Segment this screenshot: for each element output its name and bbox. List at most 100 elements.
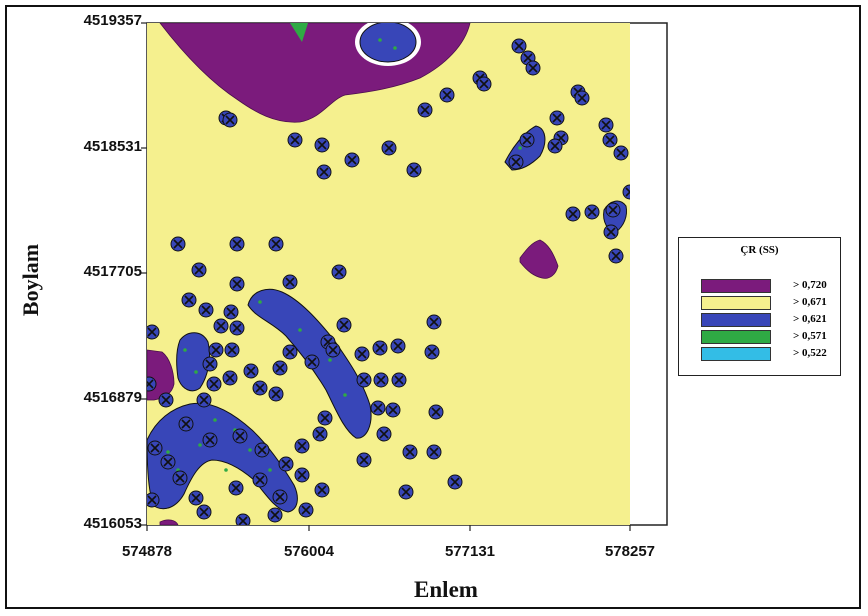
legend-swatch bbox=[701, 279, 771, 293]
sample-point-marker bbox=[222, 370, 238, 386]
sample-point-marker bbox=[229, 320, 245, 336]
sample-point-marker bbox=[372, 340, 388, 356]
sample-point-marker bbox=[356, 452, 372, 468]
speckle bbox=[213, 418, 217, 422]
sample-point-marker bbox=[282, 344, 298, 360]
sample-point-marker bbox=[267, 507, 283, 523]
sample-point-marker bbox=[356, 372, 372, 388]
speckle bbox=[183, 348, 187, 352]
sample-point-marker bbox=[188, 490, 204, 506]
legend-label: > 0,522 bbox=[793, 347, 827, 359]
legend-swatch bbox=[701, 296, 771, 310]
sample-point-marker bbox=[298, 502, 314, 518]
y-tick-label: 4516879 bbox=[83, 389, 142, 406]
sample-point-marker bbox=[390, 338, 406, 354]
sample-point-marker bbox=[198, 302, 214, 318]
sample-point-marker bbox=[229, 236, 245, 252]
sample-point-marker bbox=[373, 372, 389, 388]
sample-point-marker bbox=[147, 492, 160, 508]
x-tick-label: 576004 bbox=[283, 543, 335, 560]
sample-point-marker bbox=[147, 440, 163, 456]
speckle bbox=[224, 468, 228, 472]
speckle bbox=[298, 328, 302, 332]
sample-point-marker bbox=[172, 470, 188, 486]
x-tick-label: 574878 bbox=[121, 543, 173, 560]
sample-point-marker bbox=[603, 224, 619, 240]
speckle bbox=[194, 370, 198, 374]
sample-point-marker bbox=[336, 317, 352, 333]
speckle bbox=[268, 468, 272, 472]
axis-ticks bbox=[141, 22, 631, 531]
sample-point-marker bbox=[525, 60, 541, 76]
sample-point-marker bbox=[439, 87, 455, 103]
sample-point-marker bbox=[196, 504, 212, 520]
class-region-0720-south bbox=[159, 519, 179, 525]
sample-point-marker bbox=[331, 264, 347, 280]
sample-point-marker bbox=[228, 480, 244, 496]
sample-point-marker bbox=[426, 444, 442, 460]
sample-point-marker bbox=[235, 513, 251, 525]
sample-point-marker bbox=[511, 38, 527, 54]
y-tick-label: 4517705 bbox=[83, 263, 142, 280]
sample-point-marker bbox=[224, 342, 240, 358]
sample-point-marker bbox=[447, 474, 463, 490]
speckle bbox=[343, 393, 347, 397]
legend-label: > 0,720 bbox=[793, 279, 827, 291]
legend-swatch bbox=[701, 313, 771, 327]
sample-point-marker bbox=[202, 356, 218, 372]
sample-point-marker bbox=[160, 454, 176, 470]
speckle bbox=[166, 450, 170, 454]
x-axis-label: Enlem bbox=[414, 577, 478, 602]
speckle bbox=[518, 146, 522, 150]
sample-point-marker bbox=[272, 360, 288, 376]
sample-point-marker bbox=[376, 426, 392, 442]
legend-label: > 0,571 bbox=[793, 330, 827, 342]
sample-point-marker bbox=[406, 162, 422, 178]
sample-point-marker bbox=[602, 132, 618, 148]
sample-point-marker bbox=[312, 426, 328, 442]
y-tick-label: 4516053 bbox=[83, 515, 142, 532]
legend-item: > 0,621 bbox=[701, 313, 831, 328]
sample-point-marker bbox=[584, 204, 600, 220]
class-region-0720-east bbox=[519, 239, 559, 279]
legend: ÇR (SS) > 0,720 > 0,671 > 0,621 > 0,571 … bbox=[678, 237, 841, 376]
sample-point-marker bbox=[605, 202, 621, 218]
speckle bbox=[248, 448, 252, 452]
sample-point-marker bbox=[381, 140, 397, 156]
sample-point-marker bbox=[417, 102, 433, 118]
sample-point-marker bbox=[147, 376, 157, 392]
sample-point-marker bbox=[325, 342, 341, 358]
sample-point-marker bbox=[370, 400, 386, 416]
sample-point-marker bbox=[170, 236, 186, 252]
sample-point-marker bbox=[402, 444, 418, 460]
sample-point-marker bbox=[519, 132, 535, 148]
legend-label: > 0,621 bbox=[793, 313, 827, 325]
sample-point-marker bbox=[213, 318, 229, 334]
sample-point-marker bbox=[354, 346, 370, 362]
sample-point-marker bbox=[314, 137, 330, 153]
sample-point-marker bbox=[208, 342, 224, 358]
sample-point-marker bbox=[282, 274, 298, 290]
legend-title: ÇR (SS) bbox=[740, 244, 779, 256]
sample-point-marker bbox=[598, 117, 614, 133]
sample-point-marker bbox=[229, 276, 245, 292]
sample-point-marker bbox=[222, 112, 238, 128]
legend-item: > 0,571 bbox=[701, 330, 831, 345]
y-tick-label: 4519357 bbox=[83, 12, 142, 29]
sample-point-marker bbox=[344, 152, 360, 168]
sample-point-marker bbox=[254, 442, 270, 458]
sample-point-marker bbox=[243, 363, 259, 379]
sample-point-marker bbox=[428, 404, 444, 420]
legend-label: > 0,671 bbox=[793, 296, 827, 308]
sample-point-marker bbox=[252, 380, 268, 396]
sample-point-marker bbox=[398, 484, 414, 500]
sample-point-marker bbox=[391, 372, 407, 388]
sample-point-marker bbox=[196, 392, 212, 408]
sample-points bbox=[147, 38, 630, 525]
sample-point-marker bbox=[178, 416, 194, 432]
sample-point-marker bbox=[613, 145, 629, 161]
sample-point-marker bbox=[608, 248, 624, 264]
sample-point-marker bbox=[202, 432, 218, 448]
sample-point-marker bbox=[272, 489, 288, 505]
